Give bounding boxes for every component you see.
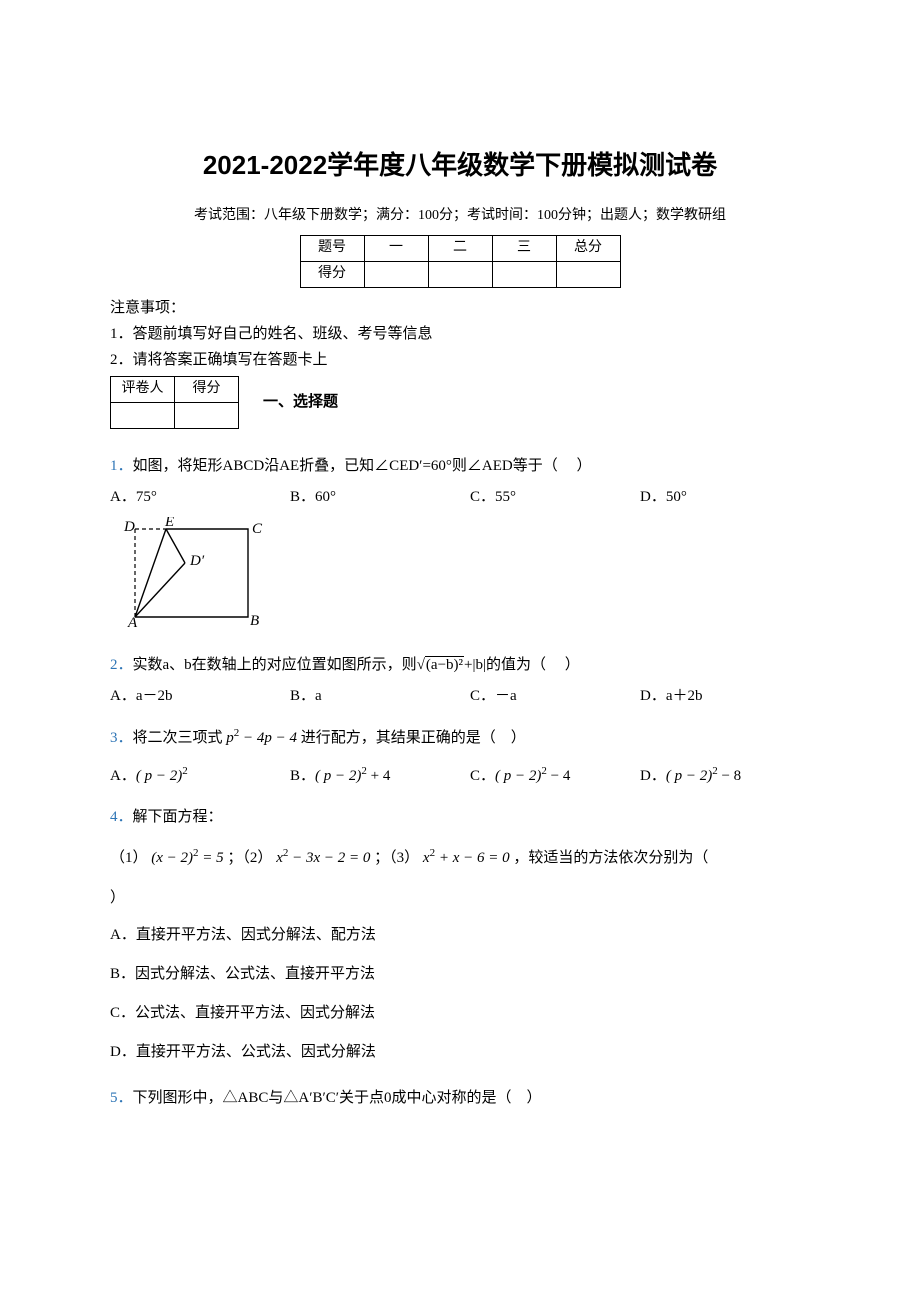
cell: 一 [364, 235, 428, 261]
notice-title: 注意事项： [110, 296, 810, 320]
options-row: A．a－2b B．a C．－a D．a＋2b [110, 684, 810, 708]
svg-text:D: D [123, 519, 135, 535]
eq-post: ，较适当的方法依次分别为（ [513, 850, 723, 866]
fold-diagram-icon: D E C D′ A B [110, 517, 270, 627]
option-c: C．公式法、直接开平方法、因式分解法 [110, 997, 810, 1030]
close-paren: ） [110, 883, 810, 913]
figure-q1: D E C D′ A B [110, 517, 810, 636]
eq2: x [276, 850, 283, 866]
eq3: x [423, 850, 430, 866]
exam-info: 考试范围：八年级下册数学；满分：100分；考试时间：100分钟；出题人；数学教研… [110, 205, 810, 227]
option-c: C．－a [470, 684, 640, 708]
svg-text:B: B [250, 613, 259, 627]
eq1b: = 5 [199, 850, 224, 866]
table-row: 题号 一 二 三 总分 [300, 235, 620, 261]
option-d: D．a＋2b [640, 684, 790, 708]
cell [428, 261, 492, 287]
table-row: 评卷人 得分 [111, 376, 239, 402]
question-text: 如图，将矩形ABCD沿AE折叠，已知∠CED′=60°则∠AED等于（ ） [133, 458, 592, 474]
cell [492, 261, 556, 287]
question-4: 4．解下面方程： [110, 802, 810, 832]
question-text-post: 进行配方，其结果正确的是（ ） [297, 730, 526, 746]
cell: 二 [428, 235, 492, 261]
cell: 评卷人 [111, 376, 175, 402]
cell: 得分 [175, 376, 239, 402]
question-number: 2． [110, 657, 133, 673]
cell [111, 402, 175, 428]
option-a: A．75° [110, 485, 290, 509]
option-d: D．( p − 2)2 − 8 [640, 763, 790, 788]
eq2b: − 3x − 2 = 0 [288, 850, 370, 866]
options-row: A．75° B．60° C．55° D．50° [110, 485, 810, 509]
grader-section: 评卷人 得分 一、选择题 [110, 376, 810, 429]
cell [175, 402, 239, 428]
question-text: 解下面方程： [133, 809, 223, 825]
eq-sep: ；（3） [374, 850, 419, 866]
sqrt-icon: √ [417, 657, 425, 673]
question-text: 下列图形中，△ABC与△A′B′C′关于点0成中心对称的是（ ） [133, 1090, 542, 1106]
eq-sep: ；（2） [227, 850, 272, 866]
cell: 总分 [556, 235, 620, 261]
sqrt-content: (a−b)² [425, 656, 464, 673]
option-a: A．直接开平方法、因式分解法、配方法 [110, 919, 810, 952]
question-text-post: +|b|的值为（ ） [464, 657, 580, 673]
svg-text:A: A [127, 615, 138, 627]
cell: 三 [492, 235, 556, 261]
notice-line: 2．请将答案正确填写在答题卡上 [110, 348, 810, 372]
option-d: D．50° [640, 485, 790, 509]
options-row: A．( p − 2)2 B．( p − 2)2 + 4 C．( p − 2)2 … [110, 763, 810, 788]
option-c: C．55° [470, 485, 640, 509]
page-title: 2021-2022学年度八年级数学下册模拟测试卷 [110, 145, 810, 187]
table-row: 得分 [300, 261, 620, 287]
question-3: 3．将二次三项式 p2 − 4p − 4 进行配方，其结果正确的是（ ） [110, 722, 810, 753]
score-table: 题号 一 二 三 总分 得分 [300, 235, 621, 288]
grader-table: 评卷人 得分 [110, 376, 239, 429]
cell: 得分 [300, 261, 364, 287]
svg-text:D′: D′ [189, 553, 205, 569]
question-5: 5．下列图形中，△ABC与△A′B′C′关于点0成中心对称的是（ ） [110, 1083, 810, 1113]
eq-label: （1） [110, 850, 148, 866]
cell [364, 261, 428, 287]
cell: 题号 [300, 235, 364, 261]
question-number: 4． [110, 809, 133, 825]
option-d: D．直接开平方法、公式法、因式分解法 [110, 1036, 810, 1069]
svg-text:C: C [252, 521, 263, 537]
eq3b: + x − 6 = 0 [435, 850, 510, 866]
svg-text:E: E [164, 517, 174, 530]
question-4-equations: （1） (x − 2)2 = 5 ；（2） x2 − 3x − 2 = 0 ；（… [110, 842, 810, 873]
option-a: A．( p − 2)2 [110, 763, 290, 788]
option-b: B．60° [290, 485, 470, 509]
question-number: 1． [110, 458, 133, 474]
option-c: C．( p − 2)2 − 4 [470, 763, 640, 788]
option-b: B．( p − 2)2 + 4 [290, 763, 470, 788]
option-b: B．因式分解法、公式法、直接开平方法 [110, 958, 810, 991]
math-expr: − 4p − 4 [239, 730, 297, 746]
option-a: A．a－2b [110, 684, 290, 708]
section-heading: 一、选择题 [263, 390, 338, 414]
question-number: 5． [110, 1090, 133, 1106]
question-2: 2．实数a、b在数轴上的对应位置如图所示，则√(a−b)²+|b|的值为（ ） [110, 650, 810, 680]
question-number: 3． [110, 730, 133, 746]
math-expr: p [226, 730, 234, 746]
question-text-pre: 实数a、b在数轴上的对应位置如图所示，则 [133, 657, 417, 673]
option-b: B．a [290, 684, 470, 708]
question-text-pre: 将二次三项式 [133, 730, 227, 746]
eq1: (x − 2) [151, 850, 193, 866]
cell [556, 261, 620, 287]
question-1: 1．如图，将矩形ABCD沿AE折叠，已知∠CED′=60°则∠AED等于（ ） [110, 451, 810, 481]
table-row [111, 402, 239, 428]
notice-line: 1．答题前填写好自己的姓名、班级、考号等信息 [110, 322, 810, 346]
